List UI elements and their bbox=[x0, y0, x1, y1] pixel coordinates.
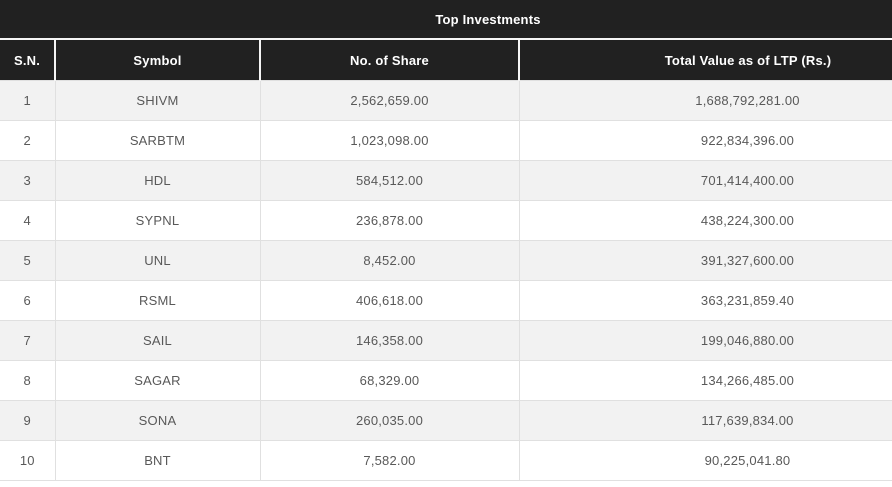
cell-no-of-share: 2,562,659.00 bbox=[259, 80, 520, 121]
table-body: 1 SHIVM 2,562,659.00 1,688,792,281.00 2 SARBT… bbox=[0, 80, 892, 481]
cell-total-value: 90,225,041.80 bbox=[518, 440, 892, 481]
table-row: 7 SAIL 146,358.00 199,046,880.00 bbox=[0, 320, 892, 361]
cell-total-value: 363,231,859.40 bbox=[518, 280, 892, 321]
cell-sn: 8 bbox=[0, 360, 56, 401]
cell-no-of-share: 236,878.00 bbox=[259, 200, 520, 241]
cell-no-of-share: 146,358.00 bbox=[259, 320, 520, 361]
table-row: 4 SYPNL 236,878.00 438,224,300.00 bbox=[0, 200, 892, 241]
cell-symbol: HDL bbox=[54, 160, 261, 201]
table-row: 9 SONA 260,035.00 117,639,834.00 bbox=[0, 400, 892, 441]
cell-symbol: SAGAR bbox=[54, 360, 261, 401]
column-header-total-value: Total Value as of LTP (Rs.) bbox=[518, 40, 892, 81]
table-row: 10 BNT 7,582.00 90,225,041.80 bbox=[0, 440, 892, 481]
table-row: 1 SHIVM 2,562,659.00 1,688,792,281.00 bbox=[0, 80, 892, 121]
cell-no-of-share: 406,618.00 bbox=[259, 280, 520, 321]
cell-sn: 9 bbox=[0, 400, 56, 441]
cell-no-of-share: 7,582.00 bbox=[259, 440, 520, 481]
cell-sn: 7 bbox=[0, 320, 56, 361]
cell-no-of-share: 260,035.00 bbox=[259, 400, 520, 441]
column-header-no-of-share: No. of Share bbox=[259, 40, 519, 81]
widget-title: Top Investments bbox=[0, 0, 892, 40]
cell-symbol: SARBTM bbox=[54, 120, 261, 161]
cell-sn: 4 bbox=[0, 200, 56, 241]
cell-total-value: 438,224,300.00 bbox=[518, 200, 892, 241]
cell-no-of-share: 68,329.00 bbox=[259, 360, 520, 401]
cell-symbol: SHIVM bbox=[54, 80, 261, 121]
column-header-sn: S.N. bbox=[0, 40, 55, 81]
cell-sn: 5 bbox=[0, 240, 56, 281]
cell-symbol: RSML bbox=[54, 280, 261, 321]
cell-symbol: SYPNL bbox=[54, 200, 261, 241]
cell-symbol: BNT bbox=[54, 440, 261, 481]
cell-symbol: SAIL bbox=[54, 320, 261, 361]
cell-total-value: 391,327,600.00 bbox=[518, 240, 892, 281]
cell-symbol: SONA bbox=[54, 400, 261, 441]
cell-sn: 1 bbox=[0, 80, 56, 121]
table-row: 6 RSML 406,618.00 363,231,859.40 bbox=[0, 280, 892, 321]
cell-no-of-share: 1,023,098.00 bbox=[259, 120, 520, 161]
cell-total-value: 199,046,880.00 bbox=[518, 320, 892, 361]
cell-sn: 2 bbox=[0, 120, 56, 161]
cell-total-value: 134,266,485.00 bbox=[518, 360, 892, 401]
cell-sn: 3 bbox=[0, 160, 56, 201]
cell-sn: 6 bbox=[0, 280, 56, 321]
investments-table: S.N. Symbol No. of Share Total Value as … bbox=[0, 40, 892, 481]
table-row: 2 SARBTM 1,023,098.00 922,834,396.00 bbox=[0, 120, 892, 161]
cell-sn: 10 bbox=[0, 440, 56, 481]
column-header-symbol: Symbol bbox=[54, 40, 260, 81]
cell-total-value: 701,414,400.00 bbox=[518, 160, 892, 201]
table-row: 8 SAGAR 68,329.00 134,266,485.00 bbox=[0, 360, 892, 401]
table-header-row: S.N. Symbol No. of Share Total Value as … bbox=[0, 40, 892, 81]
cell-no-of-share: 8,452.00 bbox=[259, 240, 520, 281]
table-row: 5 UNL 8,452.00 391,327,600.00 bbox=[0, 240, 892, 281]
cell-total-value: 1,688,792,281.00 bbox=[518, 80, 892, 121]
cell-symbol: UNL bbox=[54, 240, 261, 281]
table-row: 3 HDL 584,512.00 701,414,400.00 bbox=[0, 160, 892, 201]
cell-total-value: 922,834,396.00 bbox=[518, 120, 892, 161]
cell-total-value: 117,639,834.00 bbox=[518, 400, 892, 441]
cell-no-of-share: 584,512.00 bbox=[259, 160, 520, 201]
